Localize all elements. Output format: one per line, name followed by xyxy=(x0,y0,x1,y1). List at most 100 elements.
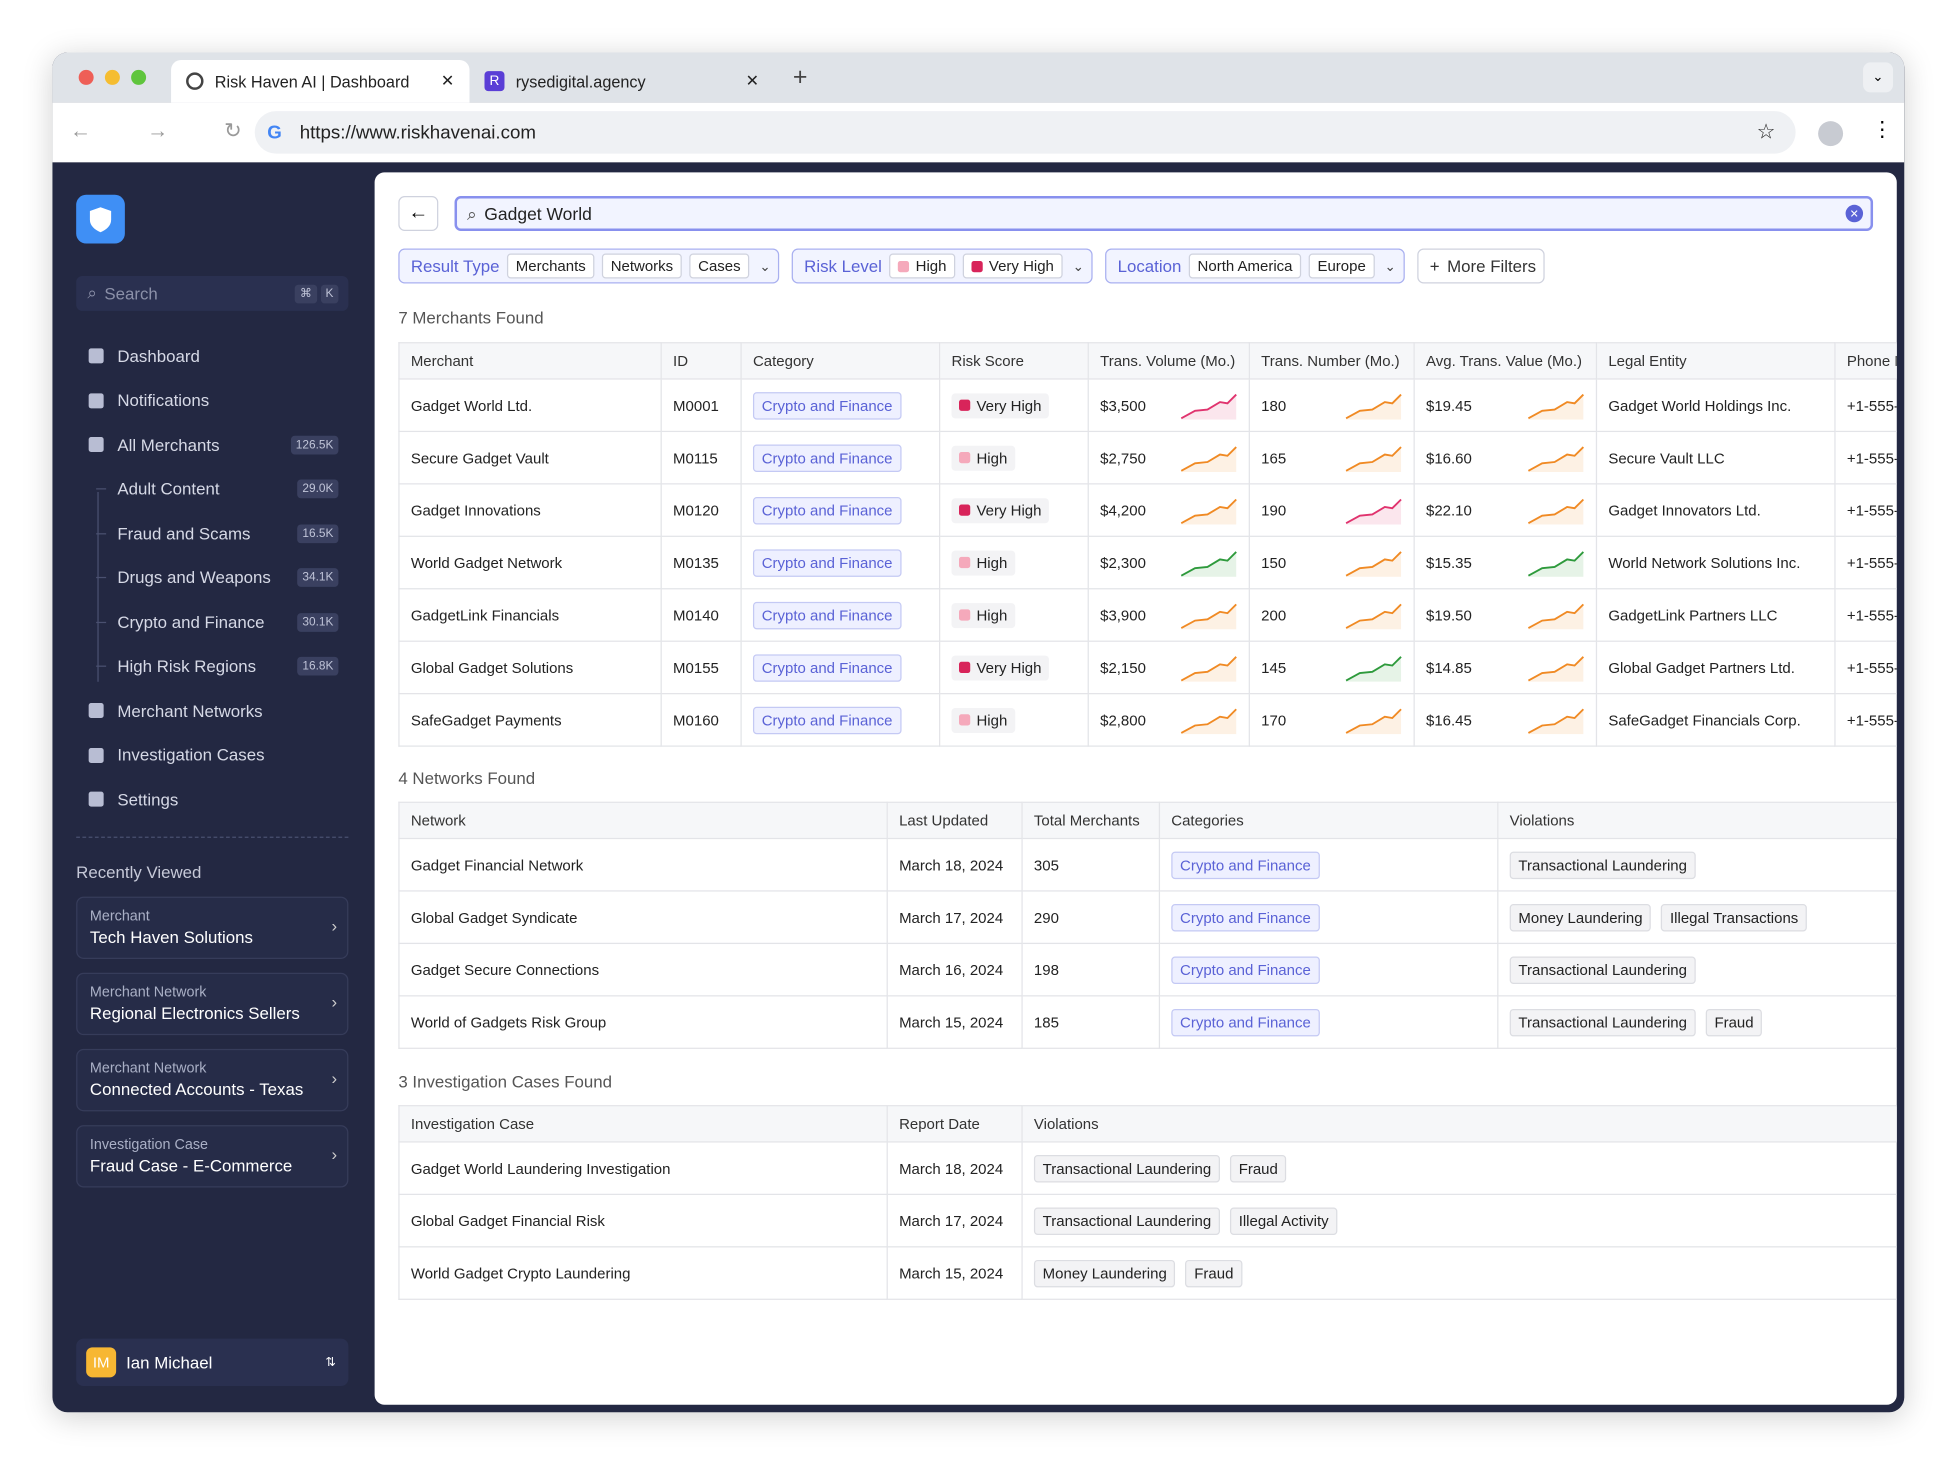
violations: Money Laundering Illegal Transactions xyxy=(1497,890,1897,945)
cell: $14.85 xyxy=(1413,640,1598,695)
cell: 190 xyxy=(1248,483,1415,537)
row[interactable]: Gadget Innovations M0120 Crypto and Financ… xyxy=(398,483,1897,537)
total: 290 xyxy=(1021,890,1161,945)
row[interactable]: Global Gadget Financial Risk March 17, 20… xyxy=(398,1193,1897,1248)
sparkline xyxy=(1345,655,1402,682)
recent-card[interactable]: Merchant Tech Haven Solutions › xyxy=(76,896,349,960)
filter-option: Very High xyxy=(962,253,1063,279)
cell: $19.45 xyxy=(1413,378,1598,433)
sidebar-search[interactable]: ⌕ Search ⌘ K xyxy=(76,275,349,311)
chevron: › xyxy=(331,1145,338,1164)
nav-item[interactable]: Drugs and Weapons 34.1K xyxy=(96,560,348,595)
category-chip: Crypto and Finance xyxy=(752,706,902,734)
cell: +1-555- xyxy=(1834,535,1897,590)
metric-value: 170 xyxy=(1261,711,1287,729)
avatar: IM xyxy=(86,1347,117,1378)
column-header: Categories xyxy=(1158,801,1499,840)
search-input[interactable]: ⌕ Gadget World ✕ xyxy=(454,196,1874,232)
cell: +1-555- xyxy=(1834,483,1897,537)
nav-label: Adult Content xyxy=(117,479,220,499)
row[interactable]: Global Gadget Solutions M0155 Crypto and F… xyxy=(398,640,1897,695)
cell-text: Gadget Innovations xyxy=(410,501,541,519)
back[interactable]: ← xyxy=(398,196,439,232)
nav-item[interactable]: All Merchants 126.5K xyxy=(76,427,348,462)
caret: ⌄ xyxy=(1384,259,1397,275)
profile[interactable] xyxy=(1818,121,1844,147)
column-header: Merchant xyxy=(398,342,662,380)
nav-icon xyxy=(88,348,104,364)
nav-buttons[interactable]: ← → ↻ ⌂ xyxy=(69,118,336,143)
row[interactable]: Gadget World Ltd. M0001 Crypto and Finance… xyxy=(398,378,1897,433)
cell-text: M0140 xyxy=(673,606,719,624)
nav-item[interactable]: Settings xyxy=(76,782,348,817)
close-dot[interactable] xyxy=(78,69,94,85)
min-dot[interactable] xyxy=(104,69,120,85)
nav-item[interactable]: Dashboard xyxy=(76,338,348,373)
sparkline xyxy=(1180,603,1237,629)
row[interactable]: World Gadget Crypto Laundering March 15, … xyxy=(398,1246,1897,1300)
recent-card[interactable]: Merchant Network Connected Accounts - Tex… xyxy=(76,1048,349,1112)
tab-title: rysedigital.agency xyxy=(515,71,646,91)
nav-item[interactable]: Adult Content 29.0K xyxy=(96,471,348,506)
metric: 190 xyxy=(1261,496,1402,524)
nav-item[interactable]: Merchant Networks xyxy=(76,693,348,728)
cell: +1-555- xyxy=(1834,430,1897,485)
network-name: Gadget Financial Network xyxy=(398,837,888,892)
max-dot[interactable] xyxy=(131,69,147,85)
filter-label: Location xyxy=(1117,256,1182,276)
row[interactable]: Secure Gadget Vault M0115 Crypto and Finan… xyxy=(398,430,1897,485)
row[interactable]: World of Gadgets Risk Group March 15, 202… xyxy=(398,995,1897,1049)
total: 185 xyxy=(1021,995,1161,1049)
category-chip: Crypto and Finance xyxy=(752,601,902,629)
tab-menu[interactable]: ⌄ xyxy=(1863,62,1894,93)
risk-square xyxy=(959,399,971,411)
filter[interactable]: Risk Level High Very High ⌄ xyxy=(791,248,1093,284)
metric: $16.60 xyxy=(1426,444,1585,472)
nav-item[interactable]: Fraud and Scams 16.5K xyxy=(96,516,348,551)
cell: SafeGadget Financials Corp. xyxy=(1595,693,1836,747)
user[interactable]: IM Ian Michael ⇅ xyxy=(76,1338,349,1387)
filter[interactable]: Result Type Merchants Networks Cases ⌄ xyxy=(398,248,780,284)
categories: Crypto and Finance xyxy=(1158,837,1499,892)
row[interactable]: Global Gadget Syndicate March 17, 2024 290… xyxy=(398,890,1897,945)
cell-text: SafeGadget Payments xyxy=(410,711,562,729)
column-header: Avg. Trans. Value (Mo.) xyxy=(1413,342,1598,380)
row[interactable]: SafeGadget Payments M0160 Crypto and Finan… xyxy=(398,693,1897,747)
sparkline xyxy=(1180,445,1237,472)
cell: Crypto and Finance xyxy=(740,535,941,590)
metric-value: $14.85 xyxy=(1426,658,1472,677)
more-filters[interactable]: + More Filters xyxy=(1417,248,1545,284)
cell: 180 xyxy=(1248,378,1415,433)
recent-card[interactable]: Merchant Network Regional Electronics Sel… xyxy=(76,972,349,1036)
risk-score: Very High xyxy=(951,392,1049,418)
row[interactable]: Gadget Financial Network March 18, 2024 30… xyxy=(398,837,1897,892)
tab[interactable]: Risk Haven AI | Dashboard ✕ xyxy=(171,59,470,103)
sparkline xyxy=(1180,655,1237,682)
row[interactable]: Gadget World Laundering Investigation Mar… xyxy=(398,1141,1897,1196)
risk-square xyxy=(959,714,971,726)
row[interactable]: GadgetLink Financials M0140 Crypto and Fin… xyxy=(398,588,1897,642)
risk-score: High xyxy=(951,602,1015,628)
cell: 200 xyxy=(1248,588,1415,642)
nav-item[interactable]: Investigation Cases xyxy=(76,737,348,772)
chip: Fraud xyxy=(1185,1259,1243,1287)
nav-item[interactable]: High Risk Regions 16.8K xyxy=(96,649,348,684)
row[interactable]: World Gadget Network M0135 Crypto and Fina… xyxy=(398,535,1897,590)
total: 198 xyxy=(1021,942,1161,997)
categories: Crypto and Finance xyxy=(1158,890,1499,945)
filter[interactable]: Location North America Europe ⌄ xyxy=(1105,248,1405,284)
new-tab[interactable]: + xyxy=(792,63,808,92)
date: March 15, 2024 xyxy=(886,995,1023,1049)
risk-score: Very High xyxy=(951,497,1049,523)
menu[interactable]: ⋮ xyxy=(1871,117,1894,142)
recent-type: Merchant Network xyxy=(89,1061,207,1077)
nav-item[interactable]: Crypto and Finance 30.1K xyxy=(96,604,348,639)
risk-score: High xyxy=(951,445,1015,471)
nav-item[interactable]: Notifications xyxy=(76,383,348,418)
row[interactable]: Gadget Secure Connections March 16, 2024 1… xyxy=(398,942,1897,997)
risk-text: High xyxy=(976,711,1008,729)
cell-text: M0120 xyxy=(673,501,719,519)
recent-card[interactable]: Investigation Case Fraud Case - E-Commerc… xyxy=(76,1125,349,1188)
